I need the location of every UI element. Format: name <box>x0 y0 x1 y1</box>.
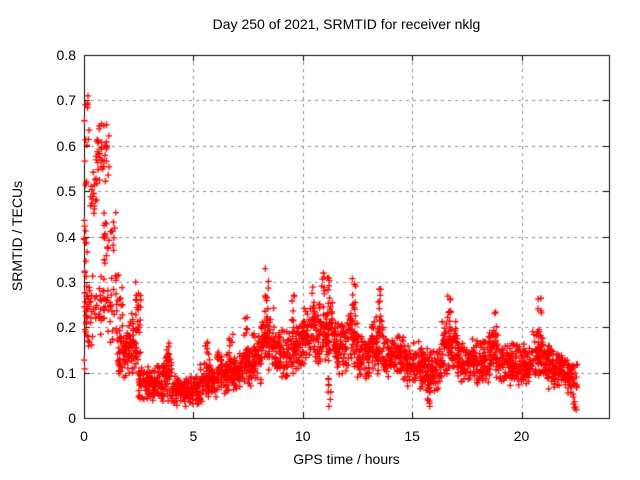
x-tick-label: 15 <box>404 428 420 444</box>
y-tick-label: 0.6 <box>56 137 76 154</box>
x-tick-label: 20 <box>513 428 530 444</box>
chart-title: Day 250 of 2021, SRMTID for receiver nkl… <box>212 16 481 32</box>
x-tick-label: 0 <box>80 428 88 444</box>
y-tick-label: 0.4 <box>56 228 76 245</box>
y-tick-label: 0 <box>68 410 76 426</box>
y-tick-label: 0.8 <box>56 47 76 63</box>
y-tick-label: 0.1 <box>56 364 76 381</box>
y-tick-label: 0.3 <box>56 273 76 290</box>
x-tick-label: 10 <box>294 428 311 444</box>
x-axis-label: GPS time / hours <box>293 451 400 467</box>
y-tick-label: 0.2 <box>56 319 76 336</box>
x-tick-label: 5 <box>189 428 198 444</box>
y-tick-label: 0.7 <box>56 92 76 109</box>
y-tick-label: 0.5 <box>56 183 76 200</box>
